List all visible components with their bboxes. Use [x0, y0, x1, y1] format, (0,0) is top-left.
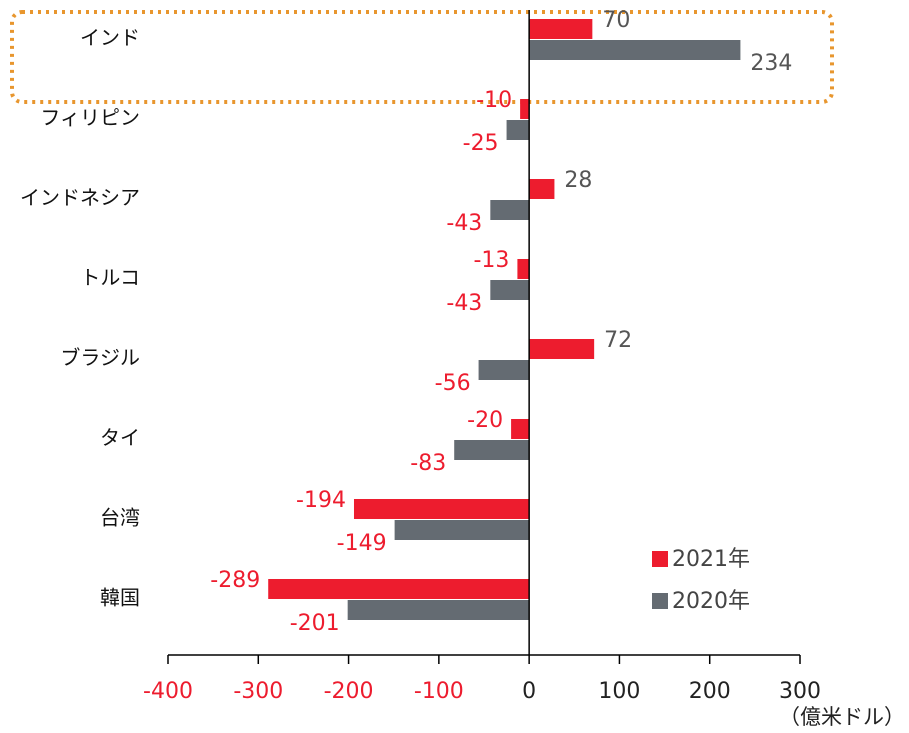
value-label: 234	[750, 51, 792, 76]
x-tick-label: -100	[414, 679, 464, 704]
bar	[268, 579, 530, 599]
x-tick-label: 300	[779, 679, 821, 704]
value-label: -194	[296, 488, 346, 513]
value-label: -289	[210, 568, 260, 593]
bar	[490, 280, 530, 300]
legend-swatch	[652, 551, 668, 567]
category-label: ブラジル	[60, 346, 140, 370]
category-label: トルコ	[80, 266, 140, 290]
value-label: -56	[435, 371, 471, 396]
legend-label: 2020年	[672, 589, 750, 614]
value-label: -25	[463, 131, 499, 156]
x-tick-label: 100	[598, 679, 640, 704]
highlight-box	[10, 10, 834, 104]
x-tick-label: -400	[143, 679, 193, 704]
bar	[529, 19, 593, 39]
bar	[478, 360, 530, 380]
legend-swatch	[652, 593, 668, 609]
value-label: -201	[290, 611, 340, 636]
category-label: インドネシア	[20, 186, 140, 210]
value-label: -149	[337, 531, 387, 556]
value-label: -43	[446, 211, 482, 236]
value-label: 28	[564, 168, 592, 193]
x-tick-label: -200	[324, 679, 374, 704]
bar	[529, 179, 555, 199]
x-tick-label: 0	[522, 679, 536, 704]
value-label: 72	[604, 328, 632, 353]
x-tick-label: 200	[689, 679, 731, 704]
bar	[490, 200, 530, 220]
value-label: -83	[410, 451, 446, 476]
bar	[347, 600, 530, 620]
value-label: -13	[473, 248, 509, 273]
value-label: -10	[476, 88, 512, 113]
bar	[353, 499, 530, 519]
x-tick-label: -300	[233, 679, 283, 704]
bar	[520, 99, 530, 119]
bar	[394, 520, 530, 540]
value-label: -43	[446, 291, 482, 316]
bar	[529, 40, 741, 60]
legend-label: 2021年	[672, 547, 750, 572]
bar	[529, 339, 595, 359]
category-label: タイ	[100, 426, 140, 450]
bar	[511, 419, 530, 439]
bar	[517, 259, 530, 279]
value-label: -20	[467, 408, 503, 433]
bar	[454, 440, 530, 460]
category-label: インド	[80, 26, 140, 50]
category-label: フィリピン	[40, 106, 140, 130]
bar	[506, 120, 530, 140]
value-label: 70	[602, 8, 630, 33]
category-label: 韓国	[100, 586, 140, 610]
x-axis-label: （億米ドル）	[779, 705, 905, 729]
category-label: 台湾	[100, 506, 140, 530]
